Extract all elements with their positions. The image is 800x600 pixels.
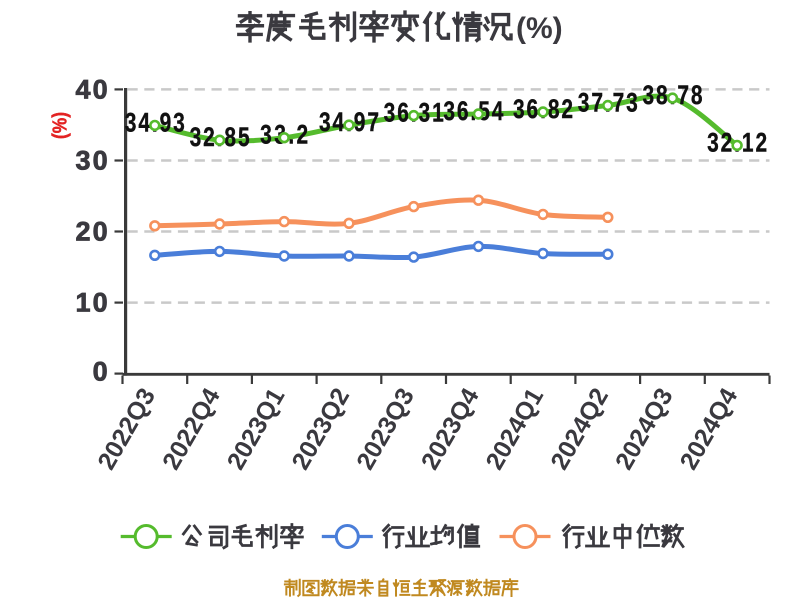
svg-text:36.82: 36.82 — [513, 95, 573, 125]
svg-text:0: 0 — [93, 356, 110, 386]
svg-text:30: 30 — [75, 146, 109, 176]
svg-text:(%): (%) — [516, 12, 563, 45]
svg-text:20: 20 — [75, 217, 109, 247]
svg-text:10: 10 — [75, 288, 109, 318]
svg-text:(%): (%) — [49, 112, 71, 139]
svg-text:40: 40 — [75, 74, 109, 104]
